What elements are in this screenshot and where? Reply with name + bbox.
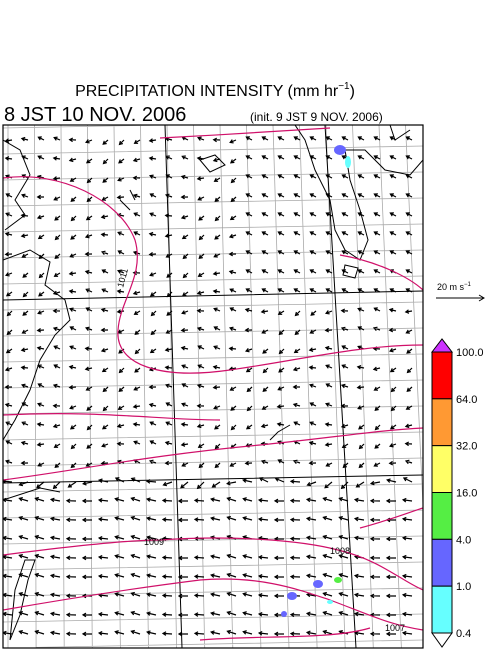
colorbar-label: 32.0	[456, 441, 477, 453]
colorbar-segment	[431, 398, 453, 447]
colorbar-label: 64.0	[456, 394, 477, 406]
colorbar-label: 16.0	[456, 488, 477, 500]
init-time: (init. 9 JST 9 NOV. 2006)	[250, 110, 383, 124]
colorbar-segment	[431, 585, 453, 634]
coastline	[3, 125, 423, 641]
colorbar-label: 100.0	[456, 347, 484, 359]
colorbar-over	[430, 338, 454, 353]
title-close: )	[350, 83, 355, 100]
map-frame	[2, 124, 424, 649]
isobar-label: 1009	[144, 537, 164, 547]
colorbar-label: 1.0	[456, 581, 471, 593]
colorbar-segment	[431, 492, 453, 540]
valid-time: 8 JST 10 NOV. 2006	[4, 104, 186, 126]
colorbar-under	[431, 632, 453, 648]
isobar-label: 1007	[385, 623, 405, 633]
wind-scale-label: 20 m s−1	[437, 282, 472, 292]
colorbar-segment	[431, 538, 453, 587]
colorbar: 100.0 64.0 32.0 16.0 4.0 1.0 0.4	[430, 338, 484, 648]
isobar-label: 1011	[115, 267, 130, 288]
title-sup: −1	[338, 81, 350, 92]
title: PRECIPITATION INTENSITY (mm hr−1)	[75, 81, 355, 100]
lat-lon-grid	[3, 125, 423, 648]
precipitation	[281, 145, 351, 617]
map: 1011 1009 1008 1007	[3, 125, 423, 648]
colorbar-segment	[431, 445, 453, 493]
colorbar-label: 0.4	[456, 628, 471, 640]
isobars	[3, 127, 423, 641]
wind-scale-sup: −1	[464, 282, 472, 288]
title-text: PRECIPITATION INTENSITY (mm hr	[75, 83, 339, 100]
wind-scale-text: 20 m s	[437, 282, 465, 292]
isobar-label: 1008	[330, 546, 350, 556]
colorbar-segment	[431, 351, 453, 400]
wind-scale-arrow	[436, 294, 485, 302]
wind-vectors	[3, 136, 413, 637]
major-grid	[3, 125, 423, 648]
colorbar-label: 4.0	[456, 534, 471, 546]
